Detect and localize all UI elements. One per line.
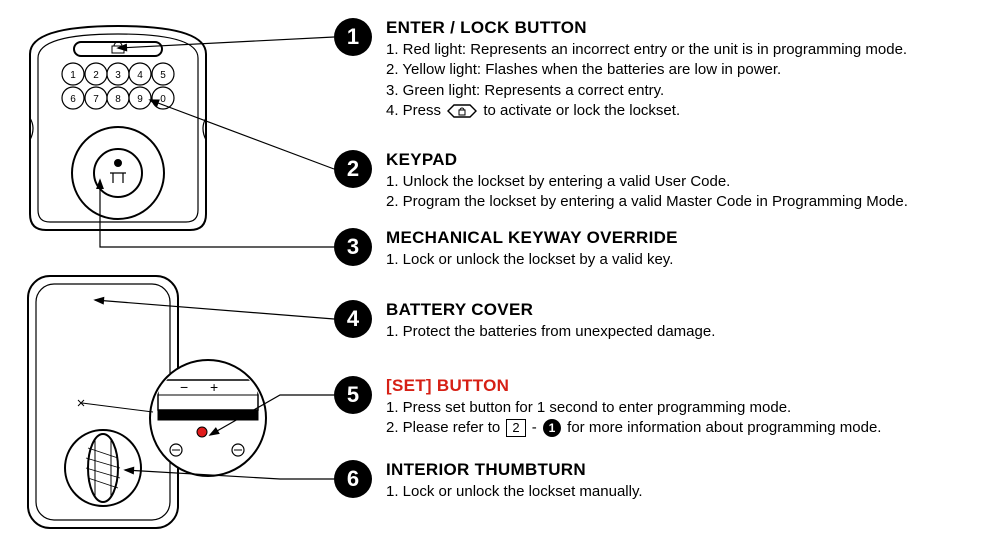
svg-text:5: 5 bbox=[160, 70, 166, 81]
callout-line: 2. Program the lockset by entering a val… bbox=[386, 192, 992, 212]
svg-text:−: − bbox=[180, 379, 188, 395]
callout-line: 1. Lock or unlock the lockset by a valid… bbox=[386, 250, 992, 270]
callout-line: 2. Yellow light: Flashes when the batter… bbox=[386, 60, 992, 80]
callout-title: INTERIOR THUMBTURN bbox=[386, 460, 992, 480]
illustration-keypad-exterior: 1 2 3 4 5 6 7 8 9 0 bbox=[18, 18, 218, 236]
callout-badge-4: 4 bbox=[334, 300, 372, 338]
callout-badge-5: 5 bbox=[334, 376, 372, 414]
callout-text-3: MECHANICAL KEYWAY OVERRIDE1. Lock or unl… bbox=[386, 228, 992, 270]
interior-svg: − + bbox=[18, 270, 278, 540]
callout-title: MECHANICAL KEYWAY OVERRIDE bbox=[386, 228, 992, 248]
svg-text:6: 6 bbox=[70, 94, 76, 105]
callout-line: 3. Green light: Represents a correct ent… bbox=[386, 81, 992, 101]
svg-text:9: 9 bbox=[137, 94, 143, 105]
callout-line: 1. Press set button for 1 second to ente… bbox=[386, 398, 992, 418]
illustration-interior: − + bbox=[18, 270, 278, 540]
svg-text:2: 2 bbox=[93, 70, 99, 81]
svg-text:1: 1 bbox=[70, 70, 76, 81]
svg-text:8: 8 bbox=[115, 94, 121, 105]
svg-text:+: + bbox=[210, 379, 218, 395]
callout-title: [SET] BUTTON bbox=[386, 376, 992, 396]
callout-title: KEYPAD bbox=[386, 150, 992, 170]
callout-text-6: INTERIOR THUMBTURN1. Lock or unlock the … bbox=[386, 460, 992, 502]
callout-text-2: KEYPAD1. Unlock the lockset by entering … bbox=[386, 150, 992, 213]
callout-line: 1. Red light: Represents an incorrect en… bbox=[386, 40, 992, 60]
callout-title: ENTER / LOCK BUTTON bbox=[386, 18, 992, 38]
callout-line: 1. Lock or unlock the lockset manually. bbox=[386, 482, 992, 502]
callout-text-4: BATTERY COVER1. Protect the batteries fr… bbox=[386, 300, 992, 342]
ref-badge: 1 bbox=[543, 419, 561, 437]
callout-badge-1: 1 bbox=[334, 18, 372, 56]
svg-text:3: 3 bbox=[115, 70, 121, 81]
svg-text:4: 4 bbox=[137, 70, 143, 81]
svg-text:0: 0 bbox=[160, 94, 166, 105]
keypad-svg: 1 2 3 4 5 6 7 8 9 0 bbox=[18, 18, 218, 236]
svg-text:7: 7 bbox=[93, 94, 99, 105]
callout-line: 1. Unlock the lockset by entering a vali… bbox=[386, 172, 992, 192]
callout-text-5: [SET] BUTTON1. Press set button for 1 se… bbox=[386, 376, 992, 439]
callout-line: 4. Press to activate or lock the lockset… bbox=[386, 101, 992, 121]
callout-title: BATTERY COVER bbox=[386, 300, 992, 320]
diagram-root: 1 2 3 4 5 6 7 8 9 0 bbox=[0, 0, 1002, 542]
callout-text-1: ENTER / LOCK BUTTON1. Red light: Represe… bbox=[386, 18, 992, 121]
callout-badge-2: 2 bbox=[334, 150, 372, 188]
callout-line: 2. Please refer to 2 - 1 for more inform… bbox=[386, 418, 992, 438]
callout-badge-6: 6 bbox=[334, 460, 372, 498]
callout-badge-3: 3 bbox=[334, 228, 372, 266]
ref-box: 2 bbox=[506, 419, 525, 437]
callout-line: 1. Protect the batteries from unexpected… bbox=[386, 322, 992, 342]
